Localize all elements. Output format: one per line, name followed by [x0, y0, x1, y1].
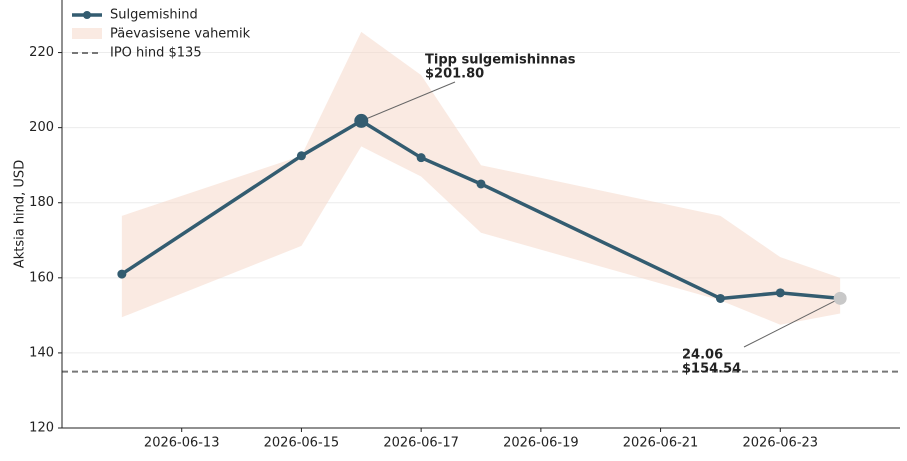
- point: [296, 151, 306, 161]
- y-axis-label: Aktsia hind, USD: [13, 160, 28, 268]
- annotation-arrow: [743, 297, 841, 348]
- annotation-text: $201.80: [425, 67, 484, 82]
- x-tick-label: 2026-06-15: [264, 436, 340, 451]
- y-tick-label: 120: [29, 421, 54, 436]
- annotation-text: $154.54: [682, 362, 741, 377]
- series-line: [120, 119, 841, 301]
- highlight-point: [833, 291, 847, 305]
- point: [476, 179, 486, 189]
- range-band: [121, 31, 841, 325]
- legend-label: IPO hind $135: [110, 46, 202, 61]
- y-tick-label: 180: [29, 195, 54, 210]
- point: [117, 269, 127, 279]
- highlight-point: [354, 113, 369, 128]
- x-tick-label: 2026-06-17: [383, 436, 459, 451]
- annotation-arrow: [361, 81, 456, 122]
- point: [775, 288, 785, 298]
- legend-label: Sulgemishind: [110, 8, 198, 23]
- legend-marker: [83, 11, 91, 19]
- y-tick-label: 200: [29, 120, 54, 135]
- legend-swatch: [72, 28, 102, 39]
- annotation-text: Tipp sulgemishinnas: [425, 53, 576, 68]
- x-tick-label: 2026-06-23: [743, 436, 819, 451]
- y-tick-label: 140: [29, 345, 54, 360]
- y-tick-label: 220: [29, 45, 54, 60]
- annotation-text: 24.06: [682, 348, 723, 363]
- point: [416, 153, 426, 163]
- x-tick-label: 2026-06-13: [144, 436, 220, 451]
- x-tick-label: 2026-06-21: [623, 436, 699, 451]
- legend-label: Päevasisene vahemik: [110, 27, 251, 42]
- point: [715, 293, 725, 303]
- y-tick-label: 160: [29, 270, 54, 285]
- x-tick-label: 2026-06-19: [503, 436, 579, 451]
